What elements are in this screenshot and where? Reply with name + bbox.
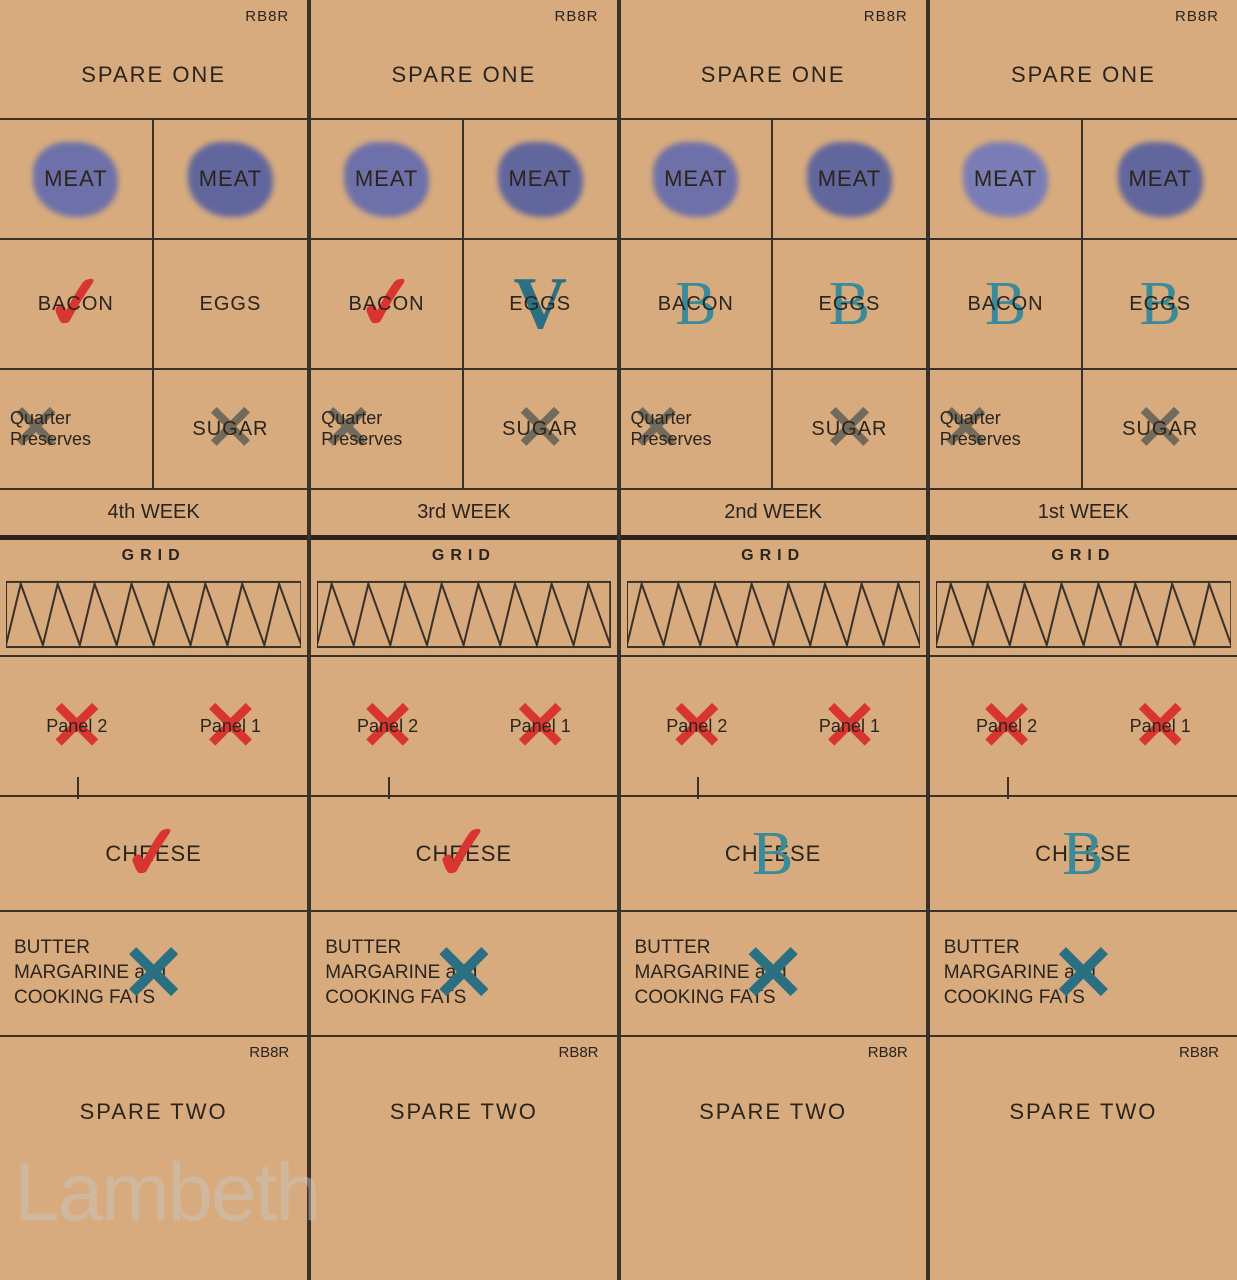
- spare-two-label: SPARE TWO: [0, 1067, 307, 1157]
- code-label: RB8R: [930, 0, 1237, 32]
- cheese-row: CHEESE B: [930, 797, 1237, 912]
- meat-label: MEAT: [974, 166, 1037, 192]
- code-label: RB8R: [0, 1037, 307, 1067]
- panel-row: Panel 2 ✕ Panel 1 ✕: [930, 657, 1237, 797]
- grid-label: GRID: [930, 540, 1237, 572]
- panel1-label: Panel 1: [510, 716, 571, 737]
- bacon-label: BACON: [349, 293, 425, 316]
- meat-label: MEAT: [1128, 166, 1191, 192]
- sugar-label: SUGAR: [1122, 418, 1198, 441]
- week-label: 1st WEEK: [930, 490, 1237, 540]
- spare-one-label: SPARE ONE: [621, 32, 926, 120]
- spare-two-label: SPARE TWO: [930, 1067, 1237, 1157]
- week-label: 2nd WEEK: [621, 490, 926, 540]
- spare-two-label: SPARE TWO: [621, 1067, 926, 1157]
- spare-one-label: SPARE ONE: [930, 32, 1237, 120]
- butter-label: BUTTERMARGARINE andCOOKING FATS: [944, 936, 1096, 1010]
- panel-row: Panel 2 ✕ Panel 1 ✕: [311, 657, 616, 797]
- sugar-label: SUGAR: [192, 418, 268, 441]
- cheese-label: CHEESE: [725, 841, 821, 867]
- eggs-label: EGGS: [1129, 293, 1191, 316]
- meat-label: MEAT: [508, 166, 571, 192]
- week-label: 4th WEEK: [0, 490, 307, 540]
- code-label: RB8R: [621, 1037, 926, 1067]
- butter-row: BUTTERMARGARINE andCOOKING FATS ✕: [621, 912, 926, 1037]
- preserves-label: QuarterPreserves: [10, 408, 91, 450]
- panel-row: Panel 2 ✕ Panel 1 ✕: [0, 657, 307, 797]
- cheese-label: CHEESE: [1035, 841, 1131, 867]
- spare-one-label: SPARE ONE: [0, 32, 307, 120]
- zigzag-row: [0, 572, 307, 657]
- bacon-label: BACON: [658, 293, 734, 316]
- preserves-row: QuarterPreserves ✕ SUGAR ✕: [621, 370, 926, 490]
- bacon-label: BACON: [38, 293, 114, 316]
- panel1-label: Panel 1: [819, 716, 880, 737]
- meat-label: MEAT: [818, 166, 881, 192]
- preserves-label: QuarterPreserves: [321, 408, 402, 450]
- grid-label: GRID: [0, 540, 307, 572]
- grid-label: GRID: [311, 540, 616, 572]
- cheese-row: CHEESE ✓: [311, 797, 616, 912]
- meat-label: MEAT: [664, 166, 727, 192]
- cheese-row: CHEESE ✓: [0, 797, 307, 912]
- bacon-eggs-row: BACON B EGGS B: [930, 240, 1237, 370]
- code-label: RB8R: [311, 1037, 616, 1067]
- grid-label: GRID: [621, 540, 926, 572]
- butter-row: BUTTERMARGARINE andCOOKING FATS ✕: [0, 912, 307, 1037]
- eggs-label: EGGS: [509, 293, 571, 316]
- week-column: RB8R SPARE ONE MEAT MEAT BACON B EGGS B …: [928, 0, 1237, 1280]
- bacon-eggs-row: BACON B EGGS B: [621, 240, 926, 370]
- meat-label: MEAT: [355, 166, 418, 192]
- preserves-row: QuarterPreserves ✕ SUGAR ✕: [930, 370, 1237, 490]
- zigzag-row: [930, 572, 1237, 657]
- meat-row: MEAT MEAT: [0, 120, 307, 240]
- bacon-eggs-row: BACON ✓ EGGS V: [311, 240, 616, 370]
- meat-row: MEAT MEAT: [311, 120, 616, 240]
- meat-row: MEAT MEAT: [930, 120, 1237, 240]
- butter-row: BUTTERMARGARINE andCOOKING FATS ✕: [930, 912, 1237, 1037]
- sugar-label: SUGAR: [502, 418, 578, 441]
- meat-label: MEAT: [199, 166, 262, 192]
- zigzag-row: [311, 572, 616, 657]
- butter-label: BUTTERMARGARINE andCOOKING FATS: [14, 936, 166, 1010]
- watermark: Lambeth: [14, 1146, 319, 1240]
- panel1-label: Panel 1: [200, 716, 261, 737]
- spare-two-label: SPARE TWO: [311, 1067, 616, 1157]
- bacon-eggs-row: BACON ✓ EGGS: [0, 240, 307, 370]
- preserves-row: QuarterPreserves ✕ SUGAR ✕: [0, 370, 307, 490]
- panel2-label: Panel 2: [976, 716, 1037, 737]
- butter-label: BUTTERMARGARINE andCOOKING FATS: [325, 936, 477, 1010]
- panel2-label: Panel 2: [357, 716, 418, 737]
- panel2-label: Panel 2: [46, 716, 107, 737]
- eggs-label: EGGS: [819, 293, 881, 316]
- cheese-label: CHEESE: [416, 841, 512, 867]
- cheese-row: CHEESE B: [621, 797, 926, 912]
- panel2-label: Panel 2: [666, 716, 727, 737]
- eggs-label: EGGS: [200, 293, 262, 316]
- zigzag-row: [621, 572, 926, 657]
- ration-card: RB8R SPARE ONE MEAT MEAT BACON ✓ EGGS Qu…: [0, 0, 1237, 1280]
- panel-row: Panel 2 ✕ Panel 1 ✕: [621, 657, 926, 797]
- cheese-label: CHEESE: [105, 841, 201, 867]
- butter-row: BUTTERMARGARINE andCOOKING FATS ✕: [311, 912, 616, 1037]
- sugar-label: SUGAR: [811, 418, 887, 441]
- preserves-label: QuarterPreserves: [631, 408, 712, 450]
- preserves-label: QuarterPreserves: [940, 408, 1021, 450]
- meat-label: MEAT: [44, 166, 107, 192]
- meat-row: MEAT MEAT: [621, 120, 926, 240]
- week-label: 3rd WEEK: [311, 490, 616, 540]
- week-column: RB8R SPARE ONE MEAT MEAT BACON ✓ EGGS Qu…: [0, 0, 309, 1280]
- bacon-label: BACON: [968, 293, 1044, 316]
- week-column: RB8R SPARE ONE MEAT MEAT BACON ✓ EGGS V …: [309, 0, 618, 1280]
- spare-one-label: SPARE ONE: [311, 32, 616, 120]
- code-label: RB8R: [621, 0, 926, 32]
- butter-label: BUTTERMARGARINE andCOOKING FATS: [635, 936, 787, 1010]
- week-column: RB8R SPARE ONE MEAT MEAT BACON B EGGS B …: [619, 0, 928, 1280]
- panel1-label: Panel 1: [1130, 716, 1191, 737]
- code-label: RB8R: [0, 0, 307, 32]
- code-label: RB8R: [311, 0, 616, 32]
- preserves-row: QuarterPreserves ✕ SUGAR ✕: [311, 370, 616, 490]
- code-label: RB8R: [930, 1037, 1237, 1067]
